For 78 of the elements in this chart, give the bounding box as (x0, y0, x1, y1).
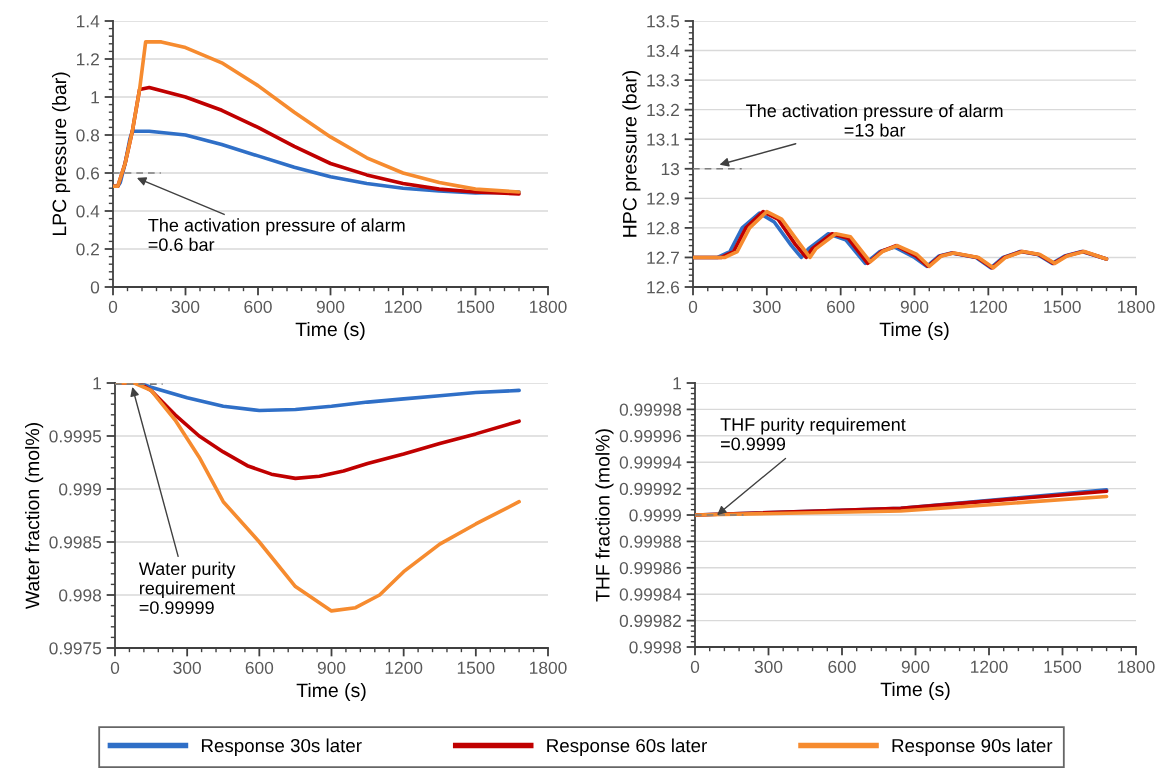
x-tick-label: 900 (317, 661, 346, 674)
x-tick-label: 1200 (385, 661, 423, 674)
x-tick-label: 0 (108, 300, 118, 313)
y-tick-label: 13.2 (647, 103, 679, 117)
x-tick-label: 600 (244, 300, 272, 313)
ref-line-label: THF purity requirement =0.9999 (720, 417, 906, 451)
ref-line-label: Water purity requirement =0.99999 (138, 561, 236, 614)
y-tick-label: 0.4 (76, 205, 100, 218)
x-tick-label: 1200 (971, 660, 1008, 673)
x-tick-label: 1500 (1044, 300, 1081, 313)
legend-label: Response 90s later (892, 738, 1053, 756)
y-tick-label: 0.99982 (619, 614, 681, 628)
y-tick-label: 12.9 (647, 192, 679, 205)
x-axis-title: Time (s) (880, 681, 950, 701)
legend-label: Response 30s later (201, 738, 362, 756)
y-tick-label: 0.99992 (619, 482, 681, 496)
ref-line-label: The activation pressure of alarm =0.6 bar (148, 218, 405, 252)
ref-line-label: The activation pressure of alarm =13 bar (746, 103, 1003, 137)
x-axis-title: Time (s) (295, 321, 365, 341)
y-tick-label: 1 (91, 91, 99, 104)
y-tick-label: 0.999 (59, 483, 101, 496)
y-tick-label: 0.99994 (619, 456, 682, 469)
y-tick-label: 13.3 (647, 74, 680, 87)
x-tick-label: 1200 (385, 300, 422, 313)
x-tick-label: 1500 (1044, 660, 1082, 673)
y-axis-title: THF fraction (mol%) (595, 429, 614, 602)
x-tick-label: 300 (753, 300, 781, 313)
y-tick-label: 0.6 (76, 167, 100, 180)
y-tick-label: 13.1 (647, 133, 679, 146)
y-tick-label: 0.99996 (619, 429, 682, 443)
x-tick-label: 900 (900, 300, 929, 313)
y-tick-label: 1 (673, 377, 681, 390)
y-tick-label: 0.9975 (49, 642, 102, 655)
y-tick-label: 0.99984 (619, 588, 682, 601)
x-tick-label: 0 (688, 300, 698, 313)
x-tick-label: 300 (754, 660, 783, 673)
y-tick-label: 0.99998 (619, 403, 682, 416)
y-tick-label: 13.5 (647, 15, 680, 28)
x-tick-label: 1800 (530, 661, 567, 674)
x-tick-label: 1500 (457, 300, 495, 313)
x-tick-label: 0 (110, 661, 120, 674)
y-tick-label: 13.4 (647, 44, 680, 58)
x-tick-label: 0 (690, 660, 700, 673)
x-tick-label: 600 (827, 300, 855, 313)
x-axis-title: Time (s) (296, 682, 366, 702)
x-axis-title: Time (s) (879, 321, 949, 341)
x-tick-label: 300 (171, 300, 200, 313)
y-tick-label: 13 (661, 162, 680, 176)
x-tick-label: 600 (245, 661, 274, 674)
y-tick-label: 0.998 (59, 589, 102, 602)
y-tick-label: 0.9995 (49, 430, 102, 443)
y-tick-label: 12.6 (647, 281, 680, 294)
y-tick-label: 0.99988 (619, 535, 682, 548)
x-tick-label: 1800 (1118, 660, 1155, 673)
y-tick-label: 0 (90, 281, 100, 294)
x-tick-label: 300 (173, 661, 201, 674)
y-tick-label: 0.9985 (49, 536, 102, 549)
y-tick-label: 0.9998 (629, 641, 682, 654)
y-tick-label: 0.2 (76, 243, 99, 256)
y-axis-title: HPC pressure (bar) (622, 70, 641, 237)
y-tick-label: 0.8 (76, 129, 100, 142)
x-tick-label: 1800 (530, 300, 567, 313)
y-tick-label: 1.2 (77, 53, 99, 66)
legend-label: Response 60s later (547, 738, 707, 756)
y-axis-title: LPC pressure (bar) (51, 72, 71, 236)
y-tick-label: 12.8 (647, 222, 680, 235)
y-axis-title: Water fraction (mol%) (25, 423, 44, 610)
y-tick-label: 0.9999 (629, 509, 681, 522)
x-tick-label: 1500 (457, 661, 495, 674)
x-tick-label: 1200 (970, 300, 1007, 313)
y-tick-label: 12.7 (647, 251, 679, 264)
x-tick-label: 900 (316, 300, 345, 313)
x-tick-label: 600 (828, 660, 856, 673)
x-tick-label: 1800 (1118, 300, 1155, 313)
y-tick-label: 1.4 (77, 15, 100, 28)
y-tick-label: 1 (93, 377, 101, 390)
y-tick-label: 0.99986 (619, 561, 682, 575)
x-tick-label: 900 (901, 660, 930, 673)
